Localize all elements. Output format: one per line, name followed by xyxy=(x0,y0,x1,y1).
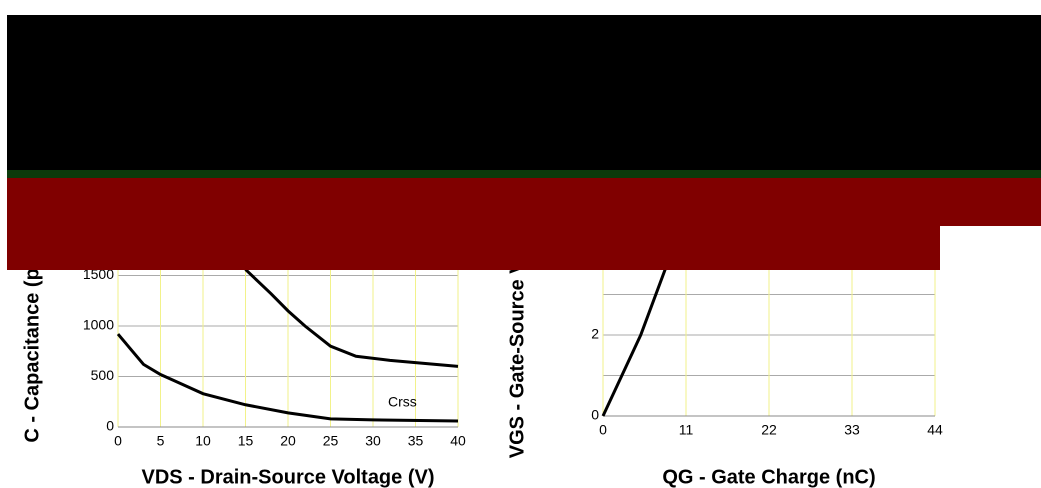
y-tick-label: 500 xyxy=(91,367,115,383)
x-tick-label: 11 xyxy=(679,422,694,438)
x-tick-label: 40 xyxy=(450,433,466,449)
y-tick-label: 0 xyxy=(591,407,599,423)
overlay-red xyxy=(7,178,1041,226)
x-tick-label: 25 xyxy=(323,433,339,449)
x-tick-label: 30 xyxy=(365,433,381,449)
y-tick-label: 1500 xyxy=(83,266,114,282)
series-line xyxy=(244,268,459,368)
y-tick-label: 2 xyxy=(591,326,599,342)
x-axis-label: VDS - Drain-Source Voltage (V) xyxy=(141,466,434,488)
y-tick-label: 0 xyxy=(106,418,114,434)
x-tick-label: 22 xyxy=(761,422,777,438)
x-tick-label: 20 xyxy=(280,433,296,449)
series-line xyxy=(601,253,673,417)
x-tick-label: 33 xyxy=(844,422,860,438)
y-axis-label: C - Capacitance (pF) xyxy=(21,249,43,442)
x-tick-label: 5 xyxy=(157,433,165,449)
x-tick-label: 44 xyxy=(927,422,943,438)
x-tick-label: 0 xyxy=(114,433,122,449)
x-tick-label: 0 xyxy=(599,422,607,438)
y-tick-label: 1000 xyxy=(83,317,114,333)
overlay-green xyxy=(7,170,1041,178)
x-tick-label: 15 xyxy=(238,433,254,449)
series-line xyxy=(116,333,459,423)
overlay-black xyxy=(7,15,1041,172)
x-axis-label: QG - Gate Charge (nC) xyxy=(662,466,875,488)
x-tick-label: 10 xyxy=(195,433,211,449)
x-tick-label: 35 xyxy=(408,433,424,449)
overlay-red xyxy=(7,225,940,270)
series-label: Crss xyxy=(388,394,417,410)
